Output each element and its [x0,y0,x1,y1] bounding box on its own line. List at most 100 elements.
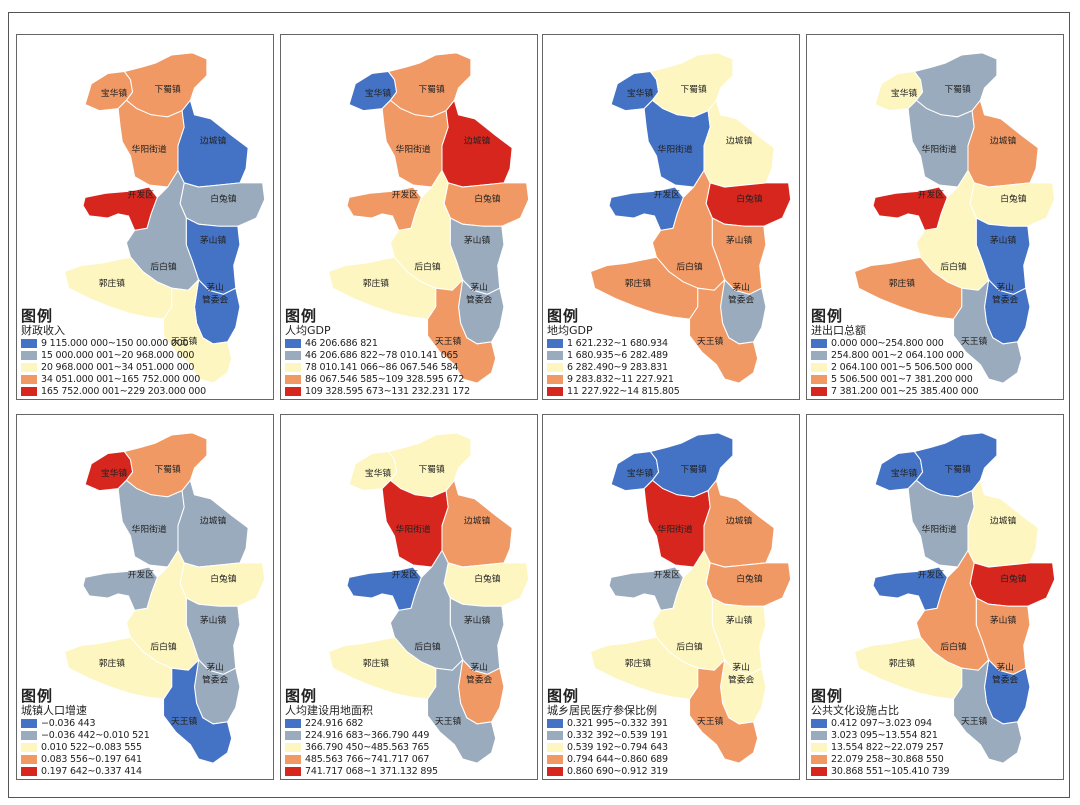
town-label: 宝华镇 [101,87,128,99]
town-label: 管委会 [992,674,1019,686]
town-label: 华阳街道 [922,523,957,535]
town-label: 边城镇 [726,515,753,527]
legend-swatch [811,374,827,384]
region-tianwang [953,658,1023,764]
legend-class-label: 0.332 392~0.539 191 [567,729,668,741]
legend-class-label: 0.321 995~0.332 391 [567,717,668,729]
legend-row: 9 283.832~11 227.921 [547,373,680,385]
town-label: 后白镇 [940,261,967,273]
town-label: 后白镇 [414,641,441,653]
legend-swatch [21,386,37,396]
legend-swatch [285,754,301,764]
region-baitu [705,182,792,227]
legend-swatch [811,386,827,396]
legend-row: 0.860 690~0.912 319 [547,765,668,777]
town-label: 郭庄镇 [625,277,652,289]
legend-swatch [285,374,301,384]
town-label: 后白镇 [940,641,967,653]
legend-row: 0.412 097~3.023 094 [811,717,949,729]
legend-swatch [811,350,827,360]
legend-swatch [21,718,37,728]
town-label: 天王镇 [961,335,988,347]
legend-class-label: 46 206.686 822~78 010.141 065 [305,349,459,361]
town-label: 宝华镇 [101,467,128,479]
map-panel: 宝华镇 下蜀镇 华阳街道 边城镇 开发区 白兔镇 茅山镇 后白镇 郭庄镇 茅山 管委会 天王镇 图例 城乡… [542,414,800,780]
town-label: 管委会 [728,294,755,306]
legend-swatch [285,766,301,776]
legend-class-label: 366.790 450~485.563 765 [305,741,430,753]
town-label: 边城镇 [464,515,491,527]
town-label: 边城镇 [200,515,227,527]
town-label: 后白镇 [676,641,703,653]
legend-swatch [285,730,301,740]
legend-class-label: 22.079 258~30.868 550 [831,753,944,765]
town-label: 后白镇 [676,261,703,273]
legend-swatch [811,338,827,348]
legend-row: 86 067.546 585~109 328.595 672 [285,373,470,385]
legend-class-label: 485.563 766~741.717 067 [305,753,430,765]
legend-class-label: −0.036 443 [41,717,96,729]
town-label: 管委会 [202,674,229,686]
town-label: 开发区 [918,188,945,200]
map-panel: 宝华镇 下蜀镇 华阳街道 边城镇 开发区 白兔镇 茅山镇 后白镇 郭庄镇 茅山 管委会 天王镇 图例 人均… [280,414,538,780]
legend-class-label: 3.023 095~13.554 821 [831,729,938,741]
map-panel: 宝华镇 下蜀镇 华阳街道 边城镇 开发区 白兔镇 茅山镇 后白镇 郭庄镇 茅山 管委会 天王镇 图例 进出… [806,34,1064,400]
legend-swatch [21,362,37,372]
legend-class-label: 78 010.141 066~86 067.546 584 [305,361,459,373]
legend-class-label: 0.000 000~254.800 000 [831,337,944,349]
legend-swatch [547,362,563,372]
town-label: 开发区 [918,568,945,580]
legend-swatch [547,374,563,384]
town-label: 郭庄镇 [99,277,126,289]
legend-class-label: 0.083 556~0.197 641 [41,753,142,765]
town-label: 白兔镇 [210,192,237,204]
town-label: 茅山 [470,662,488,673]
legend-row: 0.794 644~0.860 689 [547,753,668,765]
legend-swatch [811,718,827,728]
legend-row: 366.790 450~485.563 765 [285,741,438,753]
town-label: 华阳街道 [658,143,693,155]
region-baitu [179,562,266,607]
town-label: 边城镇 [990,135,1017,147]
legend-swatch [811,766,827,776]
map-panel: 宝华镇 下蜀镇 华阳街道 边城镇 开发区 白兔镇 茅山镇 后白镇 郭庄镇 茅山 管委会 天王镇 图例 公共… [806,414,1064,780]
legend-class-label: 0.860 690~0.912 319 [567,765,668,777]
legend-class-label: 0.197 642~0.337 414 [41,765,142,777]
legend-swatch [21,730,37,740]
town-label: 下蜀镇 [419,463,446,475]
town-label: 天王镇 [961,715,988,727]
legend-row: 20 968.000 001~34 051.000 000 [21,361,206,373]
town-label: 郭庄镇 [99,657,126,669]
town-label: 宝华镇 [891,87,918,99]
town-label: 开发区 [128,188,155,200]
figure-frame [8,12,1070,798]
town-label: 管委会 [466,294,493,306]
legend-subtitle: 财政收入 [21,324,65,337]
legend-heading: 图例 [547,687,580,705]
legend-swatch [811,754,827,764]
town-label: 宝华镇 [365,467,392,479]
legend-row: 0.197 642~0.337 414 [21,765,150,777]
legend-row: 6 282.490~9 283.831 [547,361,680,373]
legend-swatch [285,718,301,728]
legend-row: 485.563 766~741.717 067 [285,753,438,765]
legend-row: 0.321 995~0.332 391 [547,717,668,729]
legend-row: 2 064.100 001~5 506.500 000 [811,361,978,373]
town-label: 开发区 [654,188,681,200]
legend-class-label: 109 328.595 673~131 232.231 172 [305,385,470,397]
town-label: 管委会 [202,294,229,306]
town-label: 下蜀镇 [945,463,972,475]
town-label: 下蜀镇 [155,83,182,95]
region-baitu [969,562,1056,607]
map-panel: 宝华镇 下蜀镇 华阳街道 边城镇 开发区 白兔镇 茅山镇 后白镇 郭庄镇 茅山 管委会 天王镇 图例 人均… [280,34,538,400]
legend-subtitle: 人均GDP [285,324,331,337]
map-panel: 宝华镇 下蜀镇 华阳街道 边城镇 开发区 白兔镇 茅山镇 后白镇 郭庄镇 茅山 管委会 天王镇 图例 财政… [16,34,274,400]
town-label: 华阳街道 [658,523,693,535]
region-tianwang [689,278,759,384]
town-label: 华阳街道 [132,523,167,535]
legend-row: 1 621.232~1 680.934 [547,337,680,349]
legend-subtitle: 城镇人口增速 [21,704,87,717]
